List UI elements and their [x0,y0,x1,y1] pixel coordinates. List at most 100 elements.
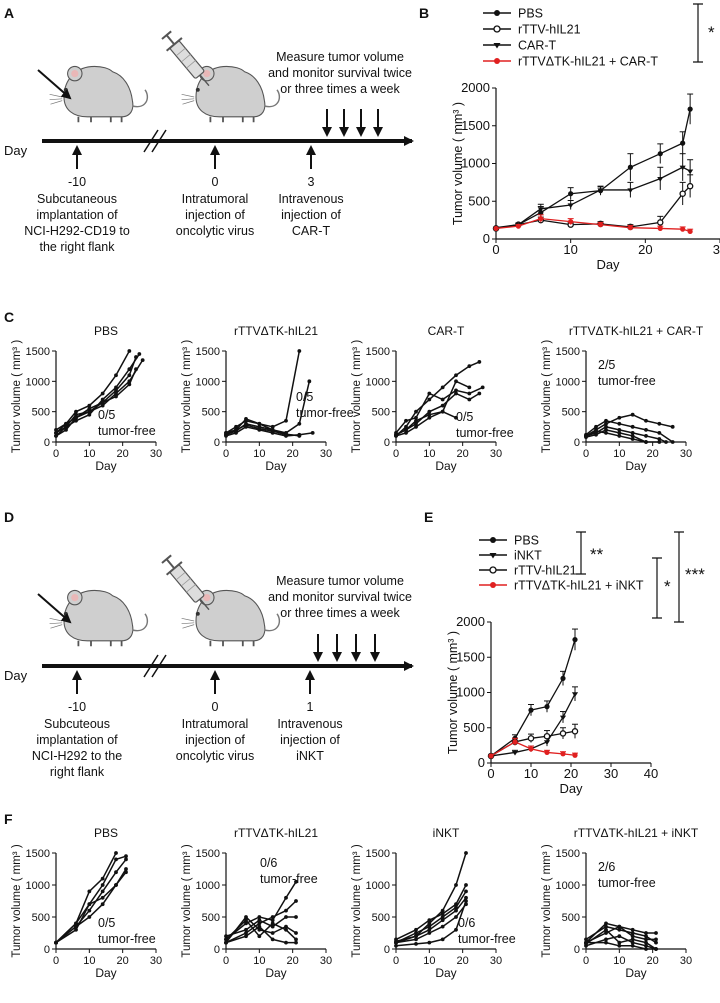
y-tick-label: 1500 [556,346,580,358]
y-tick-label: 0 [483,231,490,246]
timepoint-description: Intratumoral [182,192,249,206]
data-point [270,429,275,433]
x-tick-label: 30 [680,955,692,967]
data-point [294,915,298,919]
series-line [225,381,311,434]
data-point [630,431,635,435]
data-point [270,915,275,919]
x-tick-label: 20 [647,955,659,967]
data-point [257,421,262,426]
data-point [224,431,228,435]
y-tick-label: 1000 [461,156,490,171]
x-tick-label: 30 [490,955,502,967]
x-axis-label: Day [625,966,646,980]
data-point [87,908,92,913]
x-tick-label: 20 [457,448,469,460]
axis-break-icon [143,654,167,678]
data-point [584,434,588,438]
y-tick-label: 500 [372,407,390,419]
series-line [225,350,301,436]
data-point [604,424,608,429]
data-point [427,397,432,402]
data-point [604,418,608,423]
data-point [257,918,262,923]
data-point [427,918,432,923]
timepoint-description: Intravenous [278,192,343,206]
data-point [257,924,262,929]
series-line [225,881,297,940]
data-point [670,440,675,444]
data-point [54,427,58,432]
y-axis-label: Tumor volume ( mm³ ) [181,844,193,957]
series-4 [54,867,128,945]
data-point [414,415,418,420]
timepoint-description: injection of [281,208,341,222]
data-point [74,921,78,926]
data-point [560,675,566,682]
data-point [270,937,275,942]
data-point [594,432,598,437]
significance-bracket [652,557,662,619]
panel-label-d: D [4,509,14,525]
significance-star: * [664,577,671,596]
data-point [270,921,275,926]
series-line [395,891,467,944]
data-point [284,432,288,437]
data-point [544,704,550,710]
data-point [467,385,472,390]
y-tick-label: 0 [574,437,580,449]
tumor-free-annotation: tumor-free [458,932,516,946]
data-point [572,752,578,758]
series-2 [224,915,298,939]
data-point [454,908,458,913]
panel-label-c: C [4,309,14,325]
data-point [427,931,432,935]
data-point [512,739,518,745]
data-point [559,730,567,737]
data-point [414,934,418,939]
x-tick-label: 20 [638,242,652,257]
data-point [571,728,579,735]
data-point [440,397,445,402]
data-point [284,927,288,932]
series-2 [487,723,579,760]
data-point [257,921,262,926]
series-0 [224,349,302,437]
x-tick-label: 10 [423,955,435,967]
measure-text: and monitor survival twice [268,66,412,80]
data-point [244,418,248,423]
data-point [100,883,105,887]
data-point [234,424,238,429]
timepoint-description: injection of [185,733,245,747]
timepoint-description: right flank [50,765,105,779]
x-tick-label: 30 [680,448,692,460]
series-line [395,361,480,437]
panel-label-e: E [424,509,433,525]
measure-text: Measure tumor volume [276,50,404,64]
data-point [114,857,118,862]
chart-title: PBS [94,324,118,338]
data-point [74,418,78,423]
data-point [87,406,92,411]
data-point [493,43,501,49]
data-point [617,940,622,945]
data-point [604,927,608,932]
panel-label-a: A [4,5,14,21]
data-point [284,924,288,929]
data-point [644,943,648,948]
panel-label-f: F [4,811,13,827]
data-point [427,412,432,417]
data-point [467,364,472,369]
data-point [294,931,298,935]
data-point [464,889,468,894]
x-tick-label: 0 [583,448,589,460]
series-5 [394,899,468,948]
data-point [617,427,622,432]
data-point [114,883,118,887]
series-line [585,413,673,437]
data-point [644,434,648,438]
data-point [124,857,128,862]
data-point [100,876,105,881]
tumor-free-annotation: 0/5 [98,916,115,930]
data-point [270,931,275,935]
